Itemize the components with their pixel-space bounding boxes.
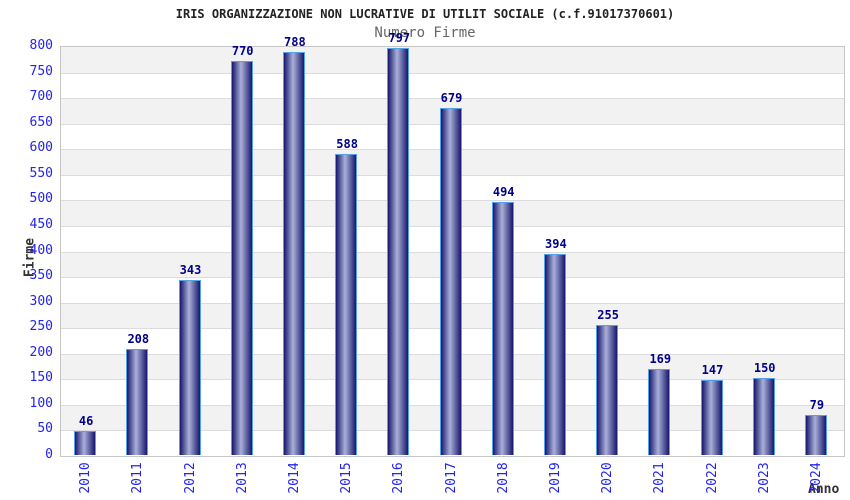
bar-value-label: 343 xyxy=(179,262,202,277)
chart-subtitle: Numero Firme xyxy=(374,25,476,41)
x-tick-label: 2024 xyxy=(808,462,824,494)
gridline xyxy=(61,72,844,74)
x-tick-label: 2011 xyxy=(130,462,146,494)
y-tick-label: 250 xyxy=(29,319,53,335)
x-tick-label: 2018 xyxy=(495,462,511,494)
y-tick-label: 0 xyxy=(45,447,53,462)
bar-value-label: 169 xyxy=(649,351,672,366)
y-tick-label: 450 xyxy=(29,216,53,232)
x-tick-label: 2012 xyxy=(182,462,198,494)
bar-value-label: 208 xyxy=(127,331,150,346)
y-tick-label: 400 xyxy=(29,242,53,258)
gridline xyxy=(61,98,844,100)
bar-2024 xyxy=(805,414,827,455)
bar-2014 xyxy=(283,52,305,455)
bar-value-label: 79 xyxy=(809,397,825,412)
bar-2023 xyxy=(753,378,775,455)
bar-2017 xyxy=(440,107,462,455)
x-tick-label: 2010 xyxy=(78,462,94,494)
plot-band xyxy=(61,72,844,99)
bar-2015 xyxy=(335,154,357,455)
y-tick-label: 700 xyxy=(29,89,53,105)
bar-value-label: 150 xyxy=(753,361,776,376)
y-tick-label: 350 xyxy=(29,268,53,284)
y-tick-label: 750 xyxy=(29,63,53,79)
x-tick-label: 2015 xyxy=(339,462,355,494)
bar-value-label: 588 xyxy=(336,137,358,152)
x-tick-label: 2023 xyxy=(756,462,772,494)
bar-value-label: 770 xyxy=(231,44,254,59)
chart-title: IRIS ORGANIZZAZIONE NON LUCRATIVE DI UTI… xyxy=(175,7,675,21)
y-tick-label: 500 xyxy=(29,191,53,207)
x-tick-label: 2016 xyxy=(391,462,407,494)
y-tick-label: 550 xyxy=(29,165,53,181)
bar-2013 xyxy=(231,61,253,455)
y-tick-label: 300 xyxy=(29,293,53,309)
x-tick-label: 2019 xyxy=(547,462,563,494)
bar-2016 xyxy=(387,47,409,455)
bar-value-label: 147 xyxy=(701,362,724,377)
bar-2012 xyxy=(179,279,201,455)
y-tick-label: 600 xyxy=(29,140,53,156)
bar-2022 xyxy=(701,379,723,455)
plot-band xyxy=(61,47,844,73)
bar-2019 xyxy=(544,253,566,455)
x-tick-label: 2017 xyxy=(443,462,459,494)
bar-value-label: 255 xyxy=(597,307,619,322)
x-tick-label: 2022 xyxy=(704,462,720,494)
x-axis-title: Anno xyxy=(808,482,840,497)
bar-value-label: 679 xyxy=(440,90,463,105)
y-tick-label: 200 xyxy=(29,344,53,360)
bar-2021 xyxy=(648,368,670,455)
y-tick-label: 800 xyxy=(29,38,53,53)
x-tick-label: 2021 xyxy=(652,462,668,494)
bar-2011 xyxy=(126,348,148,455)
y-tick-label: 50 xyxy=(37,421,53,437)
y-tick-label: 150 xyxy=(29,370,53,386)
bar-value-label: 394 xyxy=(545,236,567,251)
x-tick-label: 2020 xyxy=(600,462,616,494)
bar-value-label: 788 xyxy=(284,35,306,50)
bar-value-label: 46 xyxy=(78,414,94,429)
bar-value-label: 494 xyxy=(492,185,515,200)
bar-2018 xyxy=(492,202,514,455)
x-tick-label: 2014 xyxy=(286,462,302,494)
y-tick-label: 650 xyxy=(29,114,53,130)
bar-2020 xyxy=(596,324,618,455)
bar-value-label: 797 xyxy=(388,30,411,45)
y-tick-label: 100 xyxy=(29,395,53,411)
x-tick-label: 2013 xyxy=(234,462,250,494)
bar-2010 xyxy=(74,431,96,455)
